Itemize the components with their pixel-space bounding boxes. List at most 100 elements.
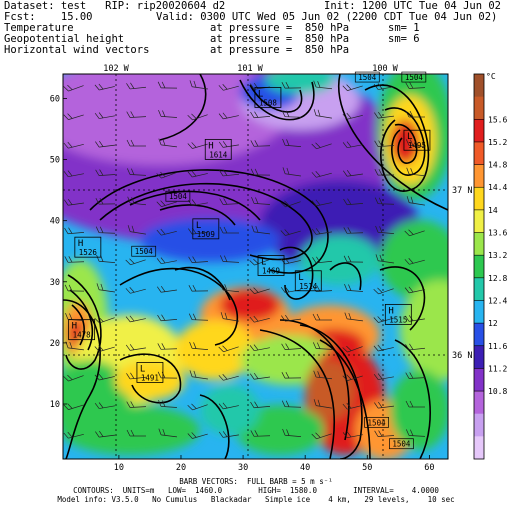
- wind-barb: [158, 138, 177, 148]
- wind-barb: [63, 113, 84, 120]
- wind-barb: [281, 371, 302, 379]
- wind-barb: [94, 112, 115, 119]
- colorbar-swatch: [474, 187, 484, 211]
- wind-barb: [281, 343, 302, 350]
- wind-barb: [342, 84, 363, 91]
- colorbar-label: 15.6: [488, 115, 507, 124]
- wind-barb: [218, 402, 239, 410]
- wind-barb: [342, 402, 363, 410]
- wind-barb: [374, 430, 395, 437]
- wind-barb: [250, 168, 271, 176]
- wind-barb: [218, 345, 239, 353]
- wind-barb: [405, 400, 425, 408]
- wind-barb: [189, 341, 209, 350]
- wind-barb: [280, 286, 301, 293]
- y-tick-label: 20: [50, 339, 60, 349]
- height-contour-line: [279, 246, 314, 300]
- wind-barb: [94, 402, 115, 409]
- colorbar-swatch: [474, 436, 484, 460]
- svg-text:1504: 1504: [169, 192, 188, 201]
- wind-barb: [373, 83, 394, 90]
- wind-barb: [158, 110, 178, 118]
- colorbar-swatch: [474, 209, 484, 233]
- wind-barb: [313, 370, 332, 380]
- wind-barb: [156, 228, 177, 236]
- colorbar-swatch: [474, 119, 484, 143]
- y-tick-label: 40: [50, 217, 60, 227]
- wind-barb: [311, 171, 332, 178]
- height-contour-line: [71, 304, 85, 346]
- height-contour-line: [159, 74, 207, 141]
- wind-barb: [373, 287, 394, 295]
- height-contour-line: [69, 289, 94, 351]
- height-contour-line: [319, 339, 371, 459]
- x-tick-label: 60: [424, 463, 434, 473]
- colorbar-swatch: [474, 74, 484, 98]
- wind-barb: [375, 225, 395, 234]
- height-contour-line: [159, 204, 236, 226]
- x-tick-label: 30: [238, 463, 248, 473]
- colorbar-label: 13.6: [488, 229, 507, 238]
- wind-barb: [374, 140, 395, 147]
- contour-info: CONTOURS: UNITS=m LOW= 1460.0 HIGH= 1580…: [73, 486, 439, 495]
- wind-barb: [405, 82, 426, 89]
- wind-barb: [281, 400, 302, 408]
- barb-legend: BARB VECTORS: FULL BARB = 5 m s⁻¹: [179, 477, 333, 486]
- wind-barb: [188, 313, 209, 321]
- wind-barb: [157, 343, 178, 350]
- x-tick-label: 20: [176, 463, 186, 473]
- wind-barb: [187, 170, 208, 178]
- field-smoothing: sm= 6: [388, 33, 420, 45]
- wind-barb: [189, 370, 208, 380]
- height-contour-line: [65, 274, 102, 370]
- wind-barb: [251, 225, 270, 235]
- wind-barb: [189, 80, 208, 90]
- wind-barb: [218, 84, 239, 91]
- wind-barb: [342, 374, 363, 381]
- height-contour-line: [299, 324, 363, 459]
- center-value: 1614: [209, 150, 228, 159]
- wind-barb: [250, 111, 271, 119]
- wind-barb: [156, 171, 177, 179]
- wind-barb: [404, 286, 425, 294]
- wind-barb: [405, 110, 425, 118]
- grid-axis-ticks: 10 20 30 40 50 60 10 20 30 40 50 60: [50, 94, 435, 473]
- center-kind: L: [261, 258, 266, 268]
- colorbar-swatch: [474, 300, 484, 324]
- wind-barb: [95, 140, 115, 148]
- height-contour-line: [329, 262, 362, 291]
- height-contour-line: [394, 124, 418, 164]
- field-name: Temperature: [4, 22, 74, 34]
- height-contour-line: [364, 84, 430, 192]
- wind-barb: [313, 109, 332, 119]
- y-tick-label: 60: [50, 94, 60, 104]
- y-tick-label: 30: [50, 278, 60, 288]
- wind-barb: [312, 256, 332, 264]
- wind-barb: [342, 345, 363, 353]
- wind-barb: [249, 287, 270, 294]
- contour-label: 1504: [131, 245, 157, 257]
- wind-barb: [156, 200, 177, 207]
- wind-barb: [374, 168, 395, 176]
- colorbar-swatch: [474, 164, 484, 188]
- wind-barb: [373, 373, 394, 380]
- colorbar-swatch: [474, 96, 484, 120]
- field-name: Horizontal wind vectors: [4, 44, 150, 56]
- wind-barb: [218, 431, 239, 438]
- wind-barb: [313, 342, 333, 350]
- wind-barb: [126, 82, 146, 90]
- wind-barb: [220, 283, 239, 293]
- svg-text:1504: 1504: [135, 247, 154, 256]
- height-contour-line: [279, 319, 350, 441]
- wind-barb: [406, 429, 426, 437]
- wind-barb: [342, 112, 363, 120]
- y-tick-label: 10: [50, 400, 60, 410]
- center-value: 1515: [389, 315, 407, 324]
- wind-barb: [282, 428, 302, 437]
- wind-barb: [375, 254, 394, 264]
